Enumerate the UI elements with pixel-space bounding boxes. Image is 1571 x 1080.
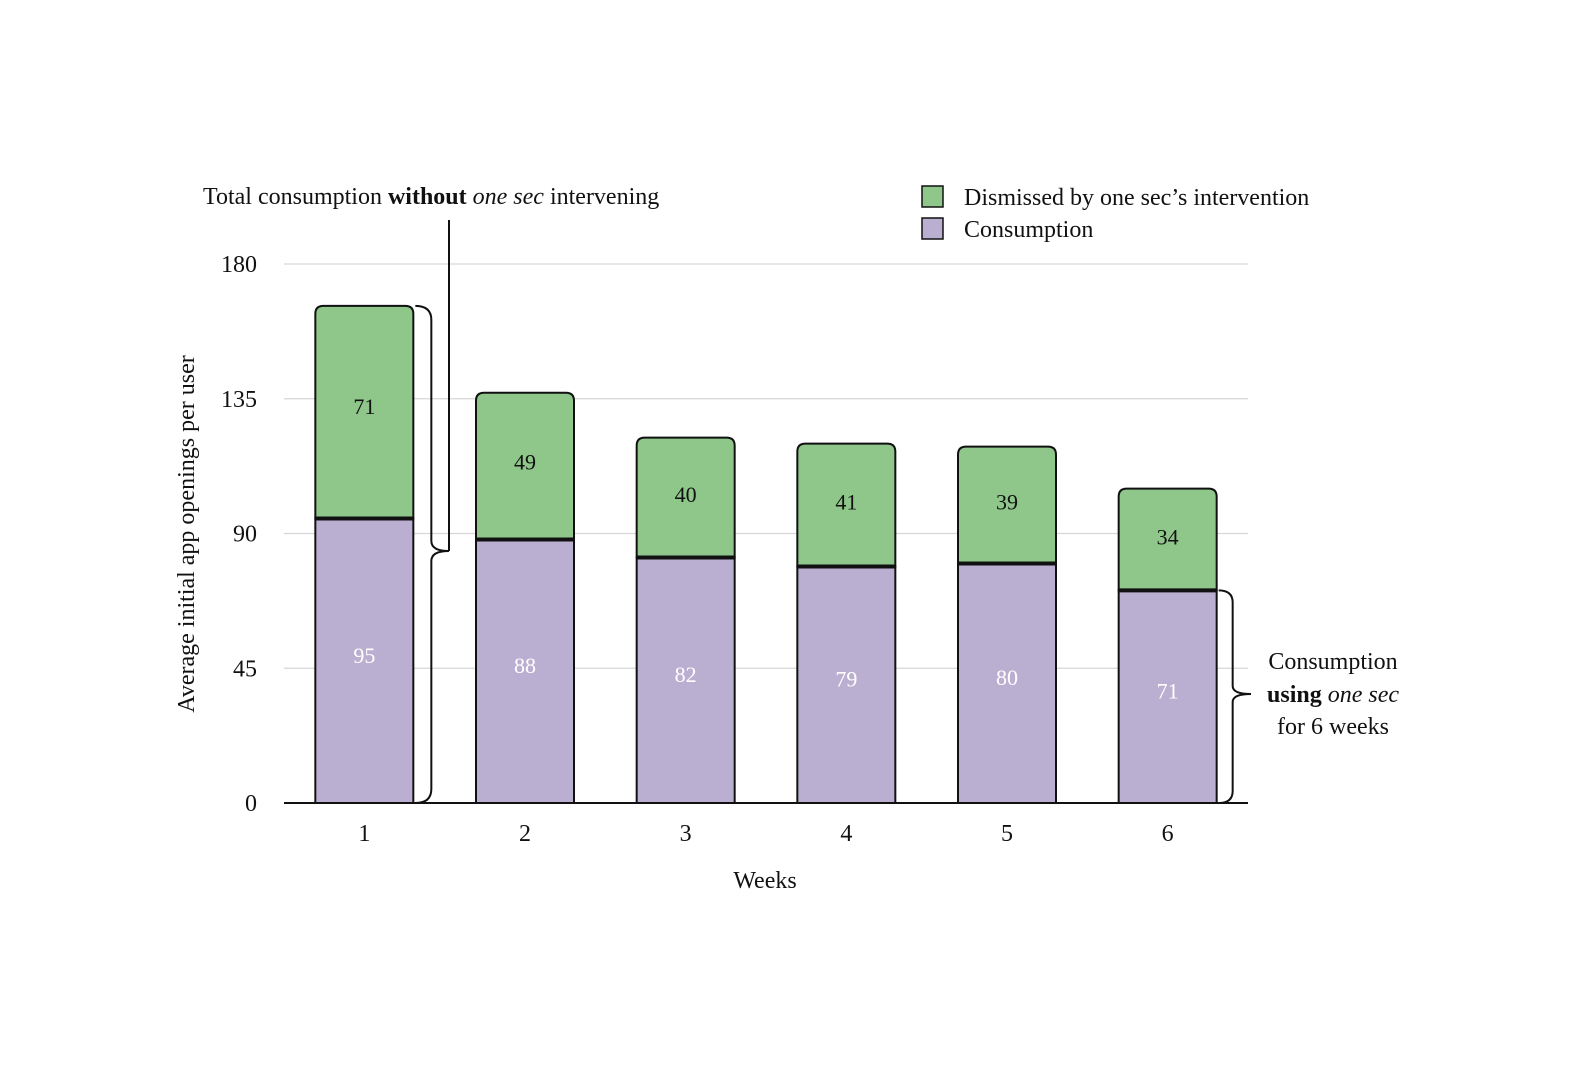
bar-dismissed	[475, 391, 575, 541]
annotation-consumption-line2: using one sec	[1267, 682, 1399, 708]
bar-value-label-consumption: 95	[353, 643, 375, 668]
bar-value-label-consumption: 79	[835, 667, 857, 692]
x-tick-label: 4	[840, 821, 852, 847]
bar-consumption	[957, 562, 1057, 805]
bar-consumption	[1117, 589, 1218, 805]
y-tick-label: 0	[245, 791, 257, 817]
x-tick-label: 3	[680, 821, 692, 847]
bar-dismissed	[1117, 487, 1218, 592]
bar-value-label-consumption: 80	[996, 665, 1018, 690]
legend: Dismissed by one sec’s intervention Consu…	[921, 185, 1309, 243]
bar-dismissed	[635, 436, 736, 559]
y-tick-label: 135	[221, 387, 257, 413]
bar-value-label-dismissed: 34	[1157, 524, 1179, 549]
bar-consumption	[796, 565, 897, 805]
bar-dismissed	[314, 304, 415, 520]
y-axis-title: Average initial app openings per user	[174, 355, 200, 712]
bars	[314, 304, 1218, 805]
annotations: Total consumption without one sec interv…	[203, 184, 1399, 804]
y-tick-label: 180	[221, 252, 257, 278]
y-tick-label: 90	[233, 522, 257, 548]
x-axis-title: Weeks	[733, 868, 796, 894]
x-tick-label: 6	[1162, 821, 1174, 847]
bar-value-label-consumption: 71	[1157, 679, 1179, 704]
bar-value-label-dismissed: 41	[835, 489, 857, 514]
bar-value-labels: 95 71 88 49 82 40 79 41 80 39 71 34	[353, 394, 1178, 704]
bar-dismissed	[957, 445, 1057, 565]
gridlines	[284, 263, 1248, 669]
y-tick-label: 45	[233, 656, 257, 682]
legend-label: Consumption	[964, 217, 1093, 243]
brace-consumption-using-one-sec	[1218, 589, 1252, 804]
legend-swatch	[921, 185, 944, 208]
x-tick-label: 2	[519, 821, 531, 847]
bar-consumption	[635, 556, 736, 805]
bar-value-label-dismissed: 49	[514, 450, 536, 475]
bar-dismissed	[796, 442, 897, 568]
annotation-consumption-line1: Consumption	[1268, 649, 1397, 675]
bar-value-label-dismissed: 71	[353, 394, 375, 419]
x-tick-label: 1	[358, 821, 370, 847]
brace-total-consumption	[415, 304, 450, 804]
bar-consumption	[314, 517, 415, 804]
bar-value-label-consumption: 82	[675, 662, 697, 687]
bar-value-label-dismissed: 40	[675, 482, 697, 507]
legend-label: Dismissed by one sec’s intervention	[964, 185, 1309, 211]
bar-value-label-dismissed: 39	[996, 490, 1018, 515]
x-tick-label: 5	[1001, 821, 1013, 847]
bar-consumption	[475, 538, 575, 804]
bar-value-label-consumption: 88	[514, 653, 536, 678]
legend-swatch	[921, 217, 944, 240]
annotation-total-consumption: Total consumption without one sec interv…	[203, 184, 659, 210]
annotation-consumption-line3: for 6 weeks	[1277, 714, 1389, 740]
